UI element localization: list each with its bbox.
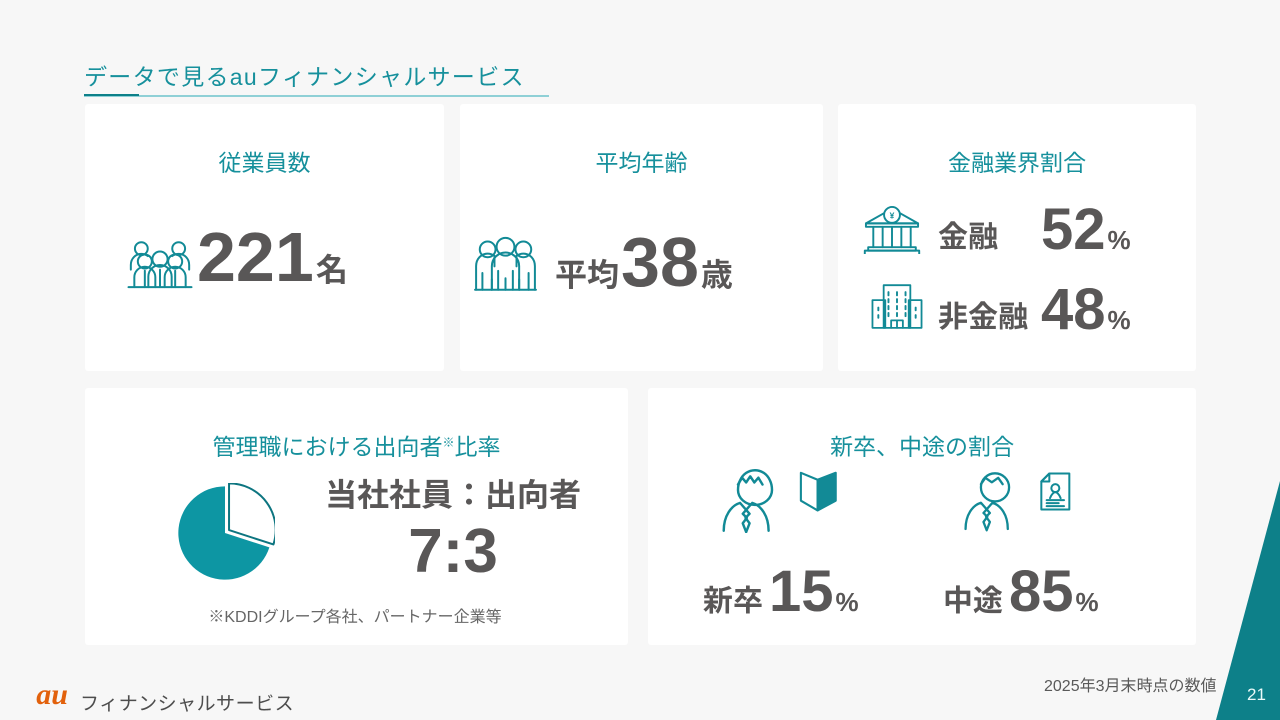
svg-text:au: au <box>36 680 68 710</box>
svg-text:¥: ¥ <box>890 210 895 220</box>
